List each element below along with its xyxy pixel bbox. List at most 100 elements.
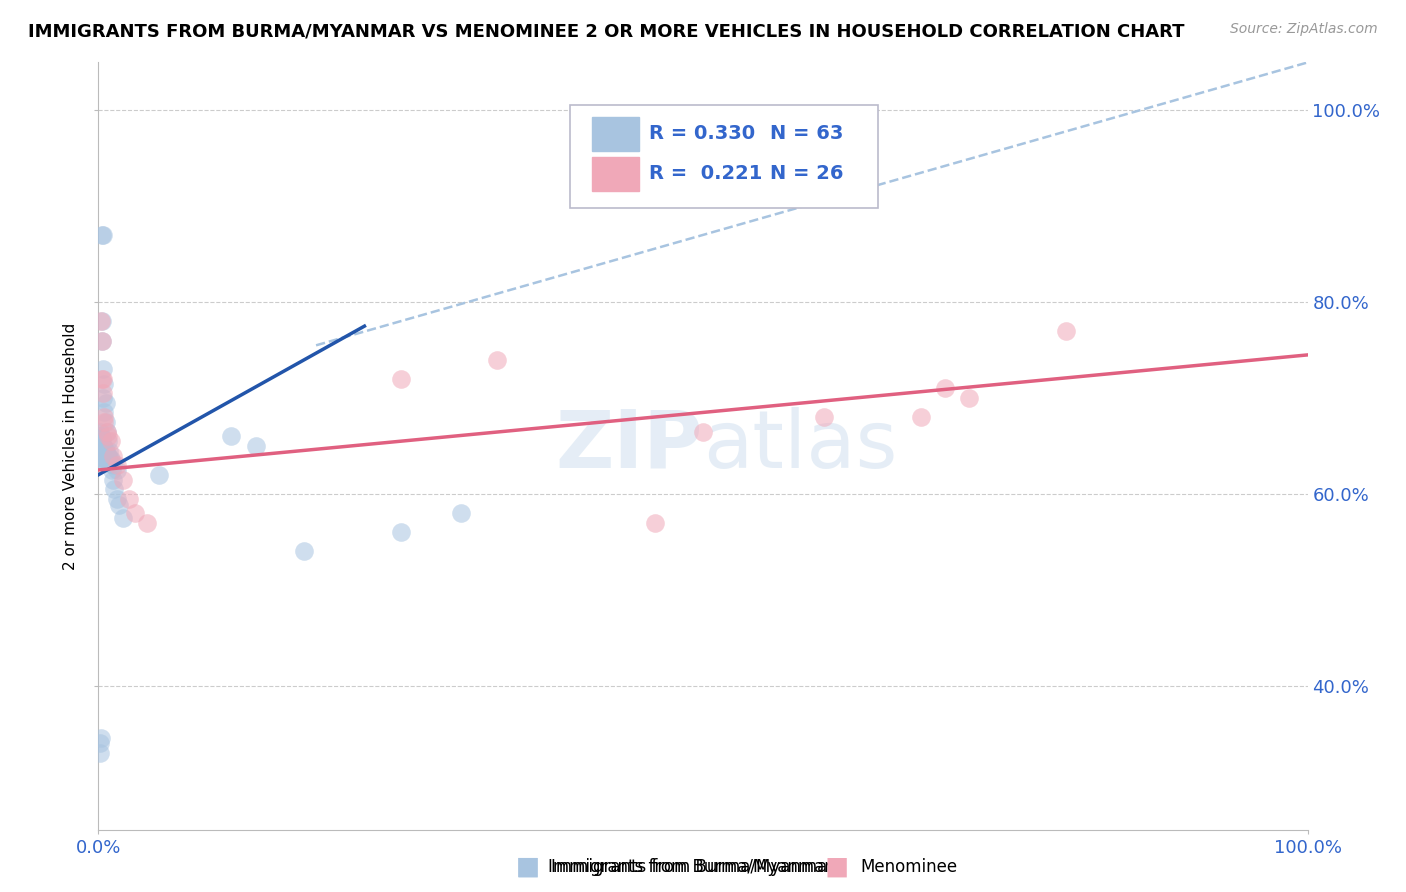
Point <box>91 441 114 455</box>
Point <box>221 429 243 443</box>
Point <box>91 449 114 463</box>
Point <box>93 441 115 455</box>
Point <box>91 334 114 348</box>
Point <box>96 425 118 439</box>
Point <box>124 506 146 520</box>
Point <box>94 453 117 467</box>
Point <box>91 431 114 445</box>
Point <box>89 434 111 449</box>
Point <box>90 449 112 463</box>
Point <box>93 405 115 419</box>
Point <box>90 434 112 449</box>
Point <box>91 391 114 405</box>
Point <box>90 439 112 453</box>
Point <box>91 450 114 465</box>
Point <box>98 455 121 469</box>
Point <box>101 473 124 487</box>
Point <box>118 491 141 506</box>
Point <box>93 446 115 460</box>
Point <box>692 425 714 439</box>
Text: ■: ■ <box>516 855 538 879</box>
Point <box>135 516 157 530</box>
Text: R = 0.330: R = 0.330 <box>648 124 755 144</box>
Point <box>91 228 114 243</box>
Point <box>292 544 315 558</box>
Point <box>91 439 114 453</box>
Point <box>101 449 124 463</box>
Text: ▪: ▪ <box>824 848 849 886</box>
Point <box>450 506 472 520</box>
FancyBboxPatch shape <box>592 117 638 151</box>
Text: R =  0.221: R = 0.221 <box>648 164 762 183</box>
Point <box>111 473 134 487</box>
Point <box>97 449 120 463</box>
Point <box>486 352 509 367</box>
Text: N = 63: N = 63 <box>769 124 842 144</box>
Point <box>91 228 114 243</box>
Point <box>91 362 114 376</box>
Point <box>90 443 112 458</box>
Point <box>93 455 115 469</box>
Text: N = 26: N = 26 <box>769 164 844 183</box>
Point <box>103 482 125 496</box>
Point <box>90 314 112 328</box>
Point <box>91 372 114 386</box>
Point <box>108 499 131 513</box>
Point <box>94 396 117 410</box>
Point <box>91 314 114 328</box>
FancyBboxPatch shape <box>569 104 879 208</box>
Point <box>96 447 118 461</box>
Text: Immigrants from Burma/Myanmar: Immigrants from Burma/Myanmar <box>548 858 831 876</box>
Text: Source: ZipAtlas.com: Source: ZipAtlas.com <box>1230 22 1378 37</box>
Point <box>105 458 128 473</box>
Text: ZIP: ZIP <box>555 407 703 485</box>
Text: Menominee: Menominee <box>860 858 957 876</box>
Point <box>245 439 267 453</box>
Point <box>93 415 115 429</box>
Point <box>389 525 412 540</box>
Point <box>93 376 115 391</box>
Point <box>94 415 117 429</box>
Point <box>89 746 111 760</box>
Point <box>90 429 112 443</box>
Point <box>97 453 120 467</box>
Text: Immigrants from Burma/Myanmar: Immigrants from Burma/Myanmar <box>551 858 834 876</box>
Y-axis label: 2 or more Vehicles in Household: 2 or more Vehicles in Household <box>63 322 79 570</box>
FancyBboxPatch shape <box>592 157 638 191</box>
Text: atlas: atlas <box>703 407 897 485</box>
Point <box>100 453 122 467</box>
Point <box>91 436 114 450</box>
Point <box>813 410 835 425</box>
Point <box>111 511 134 525</box>
Point <box>934 382 956 396</box>
Point <box>91 334 114 348</box>
Point <box>100 452 122 467</box>
Point <box>957 391 980 405</box>
Point <box>94 449 117 463</box>
Point <box>97 434 120 449</box>
Point <box>148 467 170 482</box>
Point <box>100 463 122 477</box>
Point <box>98 443 121 458</box>
Point <box>91 453 114 467</box>
Point <box>91 446 114 460</box>
Point <box>101 458 124 473</box>
Point <box>89 425 111 439</box>
Point <box>96 425 118 439</box>
Text: ▪: ▪ <box>515 848 540 886</box>
Point <box>1054 324 1077 338</box>
Point <box>93 410 115 425</box>
Point <box>93 450 115 465</box>
Point <box>910 410 932 425</box>
Point <box>91 386 114 401</box>
Point <box>389 372 412 386</box>
Point <box>89 736 111 750</box>
Point <box>94 443 117 458</box>
Point <box>91 443 114 458</box>
Point <box>89 439 111 453</box>
Point <box>96 451 118 466</box>
Point <box>91 372 114 386</box>
Point <box>105 463 128 477</box>
Point <box>100 434 122 449</box>
Point <box>89 429 111 443</box>
